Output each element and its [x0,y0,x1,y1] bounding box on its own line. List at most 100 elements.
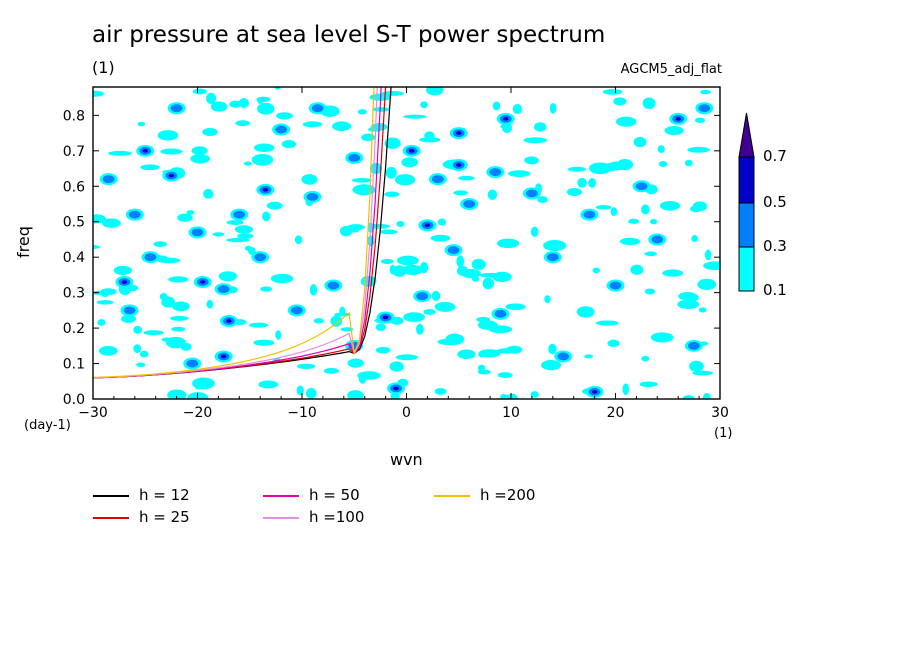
legend-swatch [263,517,299,519]
spectrum-cell [234,225,253,234]
spectrum-patch [635,182,648,191]
y-tick-label: 0.8 [63,108,85,124]
spectrum-cell [361,133,376,142]
spectrum-cell [505,303,526,311]
spectrum-cell [258,380,279,389]
spectrum-cell [143,330,164,336]
spectrum-cell [697,278,717,291]
y-axis-unit: (day-1) [24,418,71,433]
spectrum-cell [206,299,214,309]
spectrum-cell [541,360,562,371]
spectrum-cell [430,234,451,242]
spectrum-cell [639,381,658,388]
spectrum-patch [327,281,340,290]
spectrum-patch [306,193,319,201]
spectrum-cell [136,362,146,368]
spectrum-cell [375,323,386,331]
spectrum-patch [220,354,227,359]
spectrum-cell [530,226,539,237]
colorbar-label: 0.1 [763,281,787,299]
legend-label: h =200 [480,486,536,504]
spectrum-cell [641,355,650,362]
spectrum-cell [153,241,167,248]
spectrum-cell [479,272,501,278]
spectrum-cell [172,301,190,312]
spectrum-cell [218,271,238,282]
spectrum-cell [487,189,498,200]
spectrum-cell [294,235,303,245]
spectrum-patch [144,253,157,262]
spectrum-cell [396,221,405,228]
spectrum-cell [351,178,372,183]
spectrum-patch [526,189,538,198]
spectrum-cell [544,295,551,304]
spectrum-cell [191,146,208,156]
spectrum-cell [253,143,275,152]
spectrum-patch [142,149,148,153]
spectrum-cell [615,116,637,127]
spectrum-cell [622,383,630,396]
spectrum-cell [703,261,720,271]
spectrum-cell [195,385,203,390]
spectrum-cell [657,145,665,154]
dataset-label: AGCM5_adj_flat [620,62,722,77]
spectrum-cell [244,245,253,251]
spectrum-cell [389,361,404,372]
spectrum-cell [458,175,475,181]
spectrum-cell [592,267,601,274]
spectrum-patch [102,175,115,184]
spectrum-cell [323,367,340,374]
spectrum-patch [447,246,460,254]
colorbar-label: 0.5 [763,193,787,211]
spectrum-cell [577,177,587,188]
spectrum-cell [702,392,711,399]
spectrum-cell [281,140,297,149]
spectrum-cell [157,130,179,141]
spectrum-cell [133,325,143,334]
y-tick-label: 0.7 [63,144,85,160]
spectrum-cell [650,332,674,343]
y-tick-label: 0.4 [63,250,85,266]
spectrum-cell [704,249,712,261]
spectrum-cell [548,343,557,355]
spectrum-cell [347,358,364,368]
spectrum-cell [205,92,217,105]
spectrum-cell [403,312,426,322]
spectrum-cell [108,150,132,156]
spectrum-patch [432,175,444,184]
spectrum-cell [453,190,469,196]
spectrum-patch [226,319,232,323]
spectrum-cell [524,156,539,165]
x-tick-label: 30 [711,405,729,421]
spectrum-cell [192,88,207,95]
spectrum-cell [248,322,269,328]
spectrum-cell [607,161,626,171]
spectrum-cell [137,121,146,127]
colorbar-label: 0.7 [763,147,787,165]
spectrum-cell [226,238,250,243]
spectrum-cell [372,107,391,112]
spectrum-cell [477,364,486,372]
spectrum-cell [692,201,708,212]
spectrum-patch [463,200,476,208]
spectrum-cell [385,166,397,179]
spectrum-cell [566,187,582,197]
spectrum-cell [93,244,101,250]
spectrum-patch [546,253,559,262]
spectrum-patch [191,228,204,237]
spectrum-cell [392,265,407,277]
x-tick-label: 10 [502,405,520,421]
spectrum-cell [633,136,647,148]
spectrum-cell [588,162,612,175]
y-tick-label: 0.2 [63,321,85,337]
spectrum-patch [168,173,175,178]
chart-subtitle: (1) [92,58,115,77]
spectrum-cell [226,220,244,226]
spectrum-cell [190,153,210,164]
spectrum-cell [235,120,250,127]
spectrum-patch [290,306,303,315]
spectrum-cell [296,385,304,396]
spectrum-cell [478,351,485,358]
spectrum-cell [662,269,684,277]
spectrum-cell [170,315,189,321]
